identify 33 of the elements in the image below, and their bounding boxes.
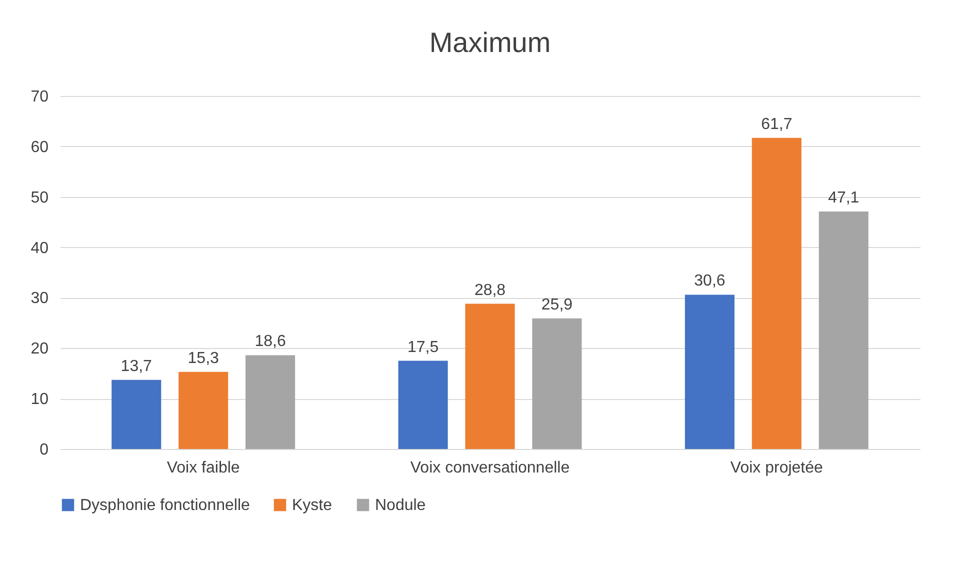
legend-label: Dysphonie fonctionnelle — [80, 497, 250, 514]
y-tick-label: 60 — [30, 138, 49, 156]
x-tick-label: Voix conversationnelle — [410, 460, 570, 476]
data-label: 61,7 — [761, 116, 792, 133]
data-label: 25,9 — [541, 296, 573, 314]
bar — [246, 355, 296, 449]
data-label: 15,3 — [188, 350, 220, 367]
y-tick-label: 40 — [30, 240, 49, 257]
legend-label: Kyste — [292, 497, 332, 514]
y-tick-label: 0 — [40, 442, 49, 458]
y-tick-label: 10 — [30, 391, 49, 408]
legend-label: Nodule — [375, 497, 426, 514]
data-label: 47,1 — [828, 189, 860, 206]
x-tick-label: Voix faible — [166, 460, 240, 476]
x-tick-label: Voix projetée — [730, 460, 824, 476]
bar — [398, 360, 448, 449]
bar — [818, 211, 868, 449]
data-label: 28,8 — [474, 282, 506, 299]
y-tick-label: 70 — [30, 88, 49, 106]
bar — [178, 372, 228, 449]
data-label: 17,5 — [407, 338, 439, 356]
bar — [465, 304, 515, 449]
y-tick-label: 50 — [30, 189, 49, 206]
data-label: 30,6 — [694, 272, 726, 290]
bar — [752, 138, 802, 449]
bar — [684, 294, 734, 449]
y-tick-label: 30 — [30, 290, 49, 308]
data-label: 18,6 — [254, 333, 286, 350]
data-label: 13,7 — [120, 358, 152, 375]
y-tick-label: 20 — [30, 340, 49, 358]
chart-title: Maximum — [429, 27, 551, 58]
bar — [532, 318, 582, 449]
bar — [112, 380, 162, 449]
